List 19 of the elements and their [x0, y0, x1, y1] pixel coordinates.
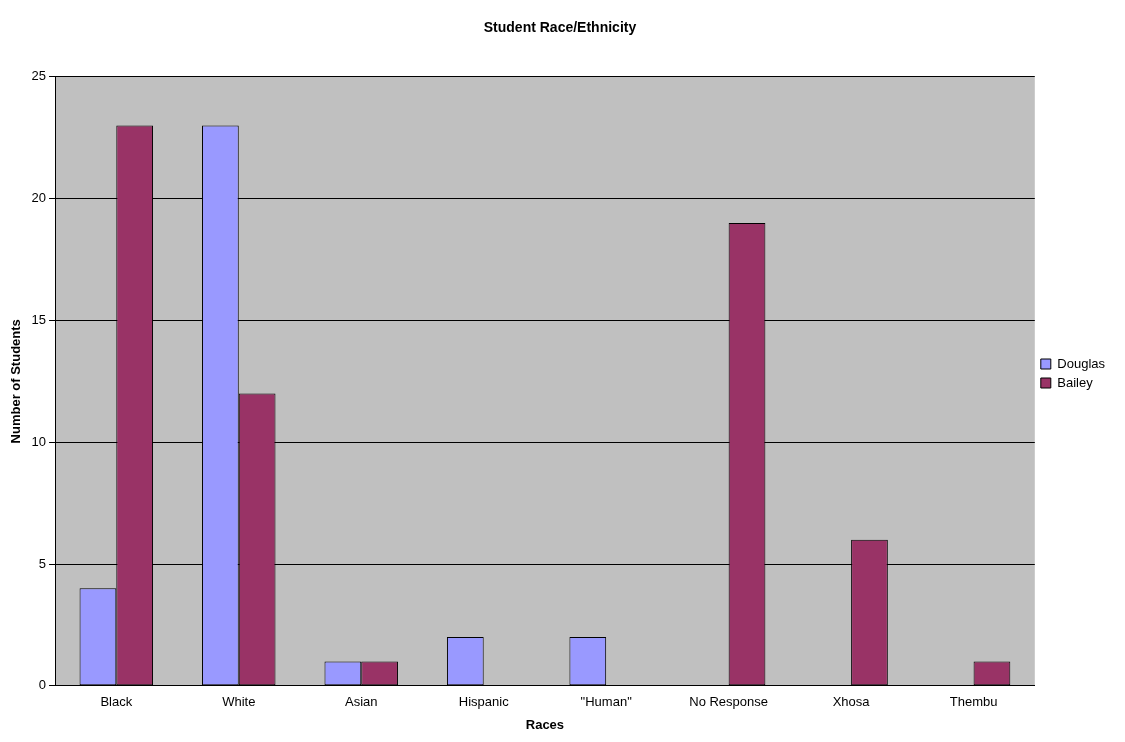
legend-label: Douglas	[1057, 355, 1106, 371]
x-tick-label: Asian	[344, 694, 378, 710]
x-tick-label: No Response	[689, 694, 769, 710]
y-tick-label: 10	[31, 433, 47, 449]
x-tick-label: Black	[100, 694, 133, 710]
x-tick-label: Xhosa	[832, 694, 871, 710]
x-axis-title: Races	[525, 716, 565, 732]
x-tick-label: Hispanic	[458, 694, 510, 710]
x-tick-label: Thembu	[949, 694, 998, 710]
y-tick-label: 25	[31, 68, 47, 84]
y-axis-title: Number of Students	[8, 319, 24, 444]
y-tick-label: 20	[31, 190, 47, 206]
y-tick-label: 5	[38, 555, 47, 571]
legend-label: Bailey	[1057, 374, 1094, 390]
chart-title: Student Race/Ethnicity	[483, 19, 637, 36]
x-tick-label: "Human"	[580, 694, 633, 710]
y-tick-label: 15	[31, 311, 47, 327]
x-tick-label: White	[222, 694, 256, 710]
y-tick-label: 0	[38, 677, 47, 693]
